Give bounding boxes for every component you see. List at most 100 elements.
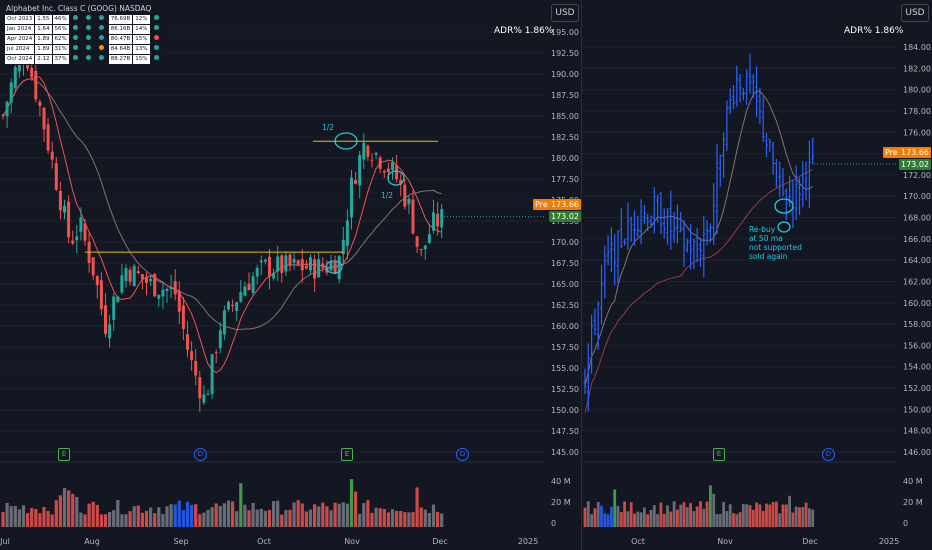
- table-cell: 56%: [51, 24, 70, 35]
- pre-market-tag: Pre: [533, 199, 550, 210]
- candle-body: [58, 190, 62, 211]
- volume-bar: [745, 504, 749, 527]
- price-axis-label: 165.00: [551, 280, 579, 289]
- volume-bar: [718, 514, 722, 527]
- annotation-line: Re-buy: [749, 225, 776, 234]
- candle-body: [268, 256, 271, 277]
- candle-body: [173, 281, 177, 295]
- volume-bar: [586, 501, 590, 527]
- candle-body: [54, 163, 58, 190]
- earnings-marker[interactable]: E: [58, 448, 70, 461]
- table-cell: 76.69B: [107, 14, 134, 25]
- status-dot-cell: [94, 54, 109, 65]
- volume-bar: [313, 504, 317, 527]
- volume-bar: [21, 505, 26, 527]
- candle-body: [104, 305, 107, 334]
- pre-market-tag: Pre: [883, 147, 900, 158]
- volume-bar: [639, 512, 643, 527]
- price-axis-label: 158.00: [903, 320, 931, 329]
- candle-body: [1, 115, 5, 117]
- status-dot: [73, 45, 79, 50]
- candlestick-chart[interactable]: 195.00 192.50 190.00 187.50 185.00 182.50 180.…: [0, 0, 581, 550]
- price-axis-label: 182.50: [551, 133, 579, 142]
- annotation-circle: [387, 170, 405, 186]
- volume-bar: [79, 512, 83, 527]
- status-dot: [73, 55, 79, 60]
- price-axis-label: 164.00: [903, 256, 931, 265]
- volume-bar: [613, 489, 617, 527]
- candle-body: [75, 236, 79, 241]
- volume-bar: [58, 495, 62, 527]
- volume-bar: [633, 513, 636, 527]
- volume-bar: [794, 506, 798, 527]
- volume-bar: [132, 506, 136, 527]
- right-chart-pane[interactable]: 184.00182.00180.00178.00176.00174.00172.…: [582, 0, 932, 550]
- volume-bar: [399, 510, 403, 527]
- currency-button[interactable]: USD: [901, 4, 929, 22]
- candle-body: [300, 259, 304, 271]
- status-dot: [154, 55, 160, 60]
- volume-axis-label: 20 M: [551, 498, 571, 507]
- price-axis-label: 157.50: [551, 343, 579, 352]
- status-dot: [86, 35, 92, 40]
- earnings-marker[interactable]: E: [341, 448, 353, 461]
- volume-bar: [682, 502, 686, 527]
- volume-bar: [423, 509, 427, 527]
- volume-axis-label: 0: [551, 519, 556, 528]
- candle-body: [67, 201, 71, 238]
- volume-bar: [337, 503, 341, 527]
- dividend-marker[interactable]: D: [822, 448, 835, 461]
- price-axis-label: 154.00: [903, 363, 931, 372]
- volume-bar: [292, 502, 296, 527]
- pane-divider[interactable]: [581, 0, 582, 550]
- volume-bar: [149, 507, 153, 527]
- time-axis-label: Sep: [173, 537, 188, 546]
- left-chart-pane[interactable]: 195.00 192.50 190.00 187.50 185.00 182.50 180.…: [0, 0, 581, 550]
- candle-body: [358, 155, 362, 186]
- candle-body: [50, 151, 54, 160]
- moving-average-fast: [584, 90, 813, 387]
- dividend-marker[interactable]: D: [456, 448, 469, 461]
- table-cell: 88.27B: [107, 54, 134, 65]
- volume-bar: [161, 514, 165, 527]
- candle-body: [341, 239, 345, 255]
- candle-body: [145, 276, 148, 283]
- status-dot-cell: [68, 54, 83, 65]
- time-axis-label: Nov: [344, 537, 360, 546]
- price-axis-label: 150.00: [551, 406, 579, 415]
- candle-body: [382, 170, 386, 173]
- volume-bar: [755, 502, 758, 527]
- table-cell: 14%: [132, 24, 151, 35]
- pre-market-price: 173.66: [549, 199, 581, 210]
- volume-bar: [206, 509, 210, 527]
- volume-bar: [643, 507, 646, 527]
- volume-bar: [629, 502, 633, 527]
- symbol-title: Alphabet Inc. Class C (GOOG) NASDAQ: [6, 4, 152, 13]
- volume-bar: [722, 501, 725, 527]
- volume-bar: [17, 509, 21, 527]
- candle-body: [177, 291, 181, 312]
- table-cell: 2.12: [34, 54, 53, 65]
- volume-bar: [689, 503, 692, 527]
- price-axis-label: 172.00: [903, 171, 931, 180]
- candle-body: [30, 67, 34, 78]
- volume-bar: [590, 514, 593, 527]
- candle-body: [309, 257, 312, 271]
- volume-bar: [243, 504, 247, 527]
- adr-label: ADR% 1.86%: [494, 26, 554, 36]
- last-price-tag: 173.02: [899, 159, 931, 170]
- volume-bar: [771, 502, 775, 527]
- candle-body: [415, 236, 419, 247]
- volume-bar: [715, 514, 719, 527]
- dividend-marker[interactable]: D: [194, 448, 207, 461]
- volume-bar: [226, 500, 231, 527]
- status-dot-cell: [149, 14, 164, 25]
- candle-body: [386, 168, 390, 173]
- currency-button[interactable]: USD: [551, 4, 579, 22]
- table-cell: 1.89: [34, 34, 53, 45]
- volume-bar: [712, 493, 716, 527]
- earnings-marker[interactable]: E: [713, 448, 725, 461]
- volume-bar: [728, 504, 732, 527]
- bar-chart[interactable]: 184.00182.00180.00178.00176.00174.00172.…: [582, 0, 932, 550]
- volume-bar: [354, 491, 358, 527]
